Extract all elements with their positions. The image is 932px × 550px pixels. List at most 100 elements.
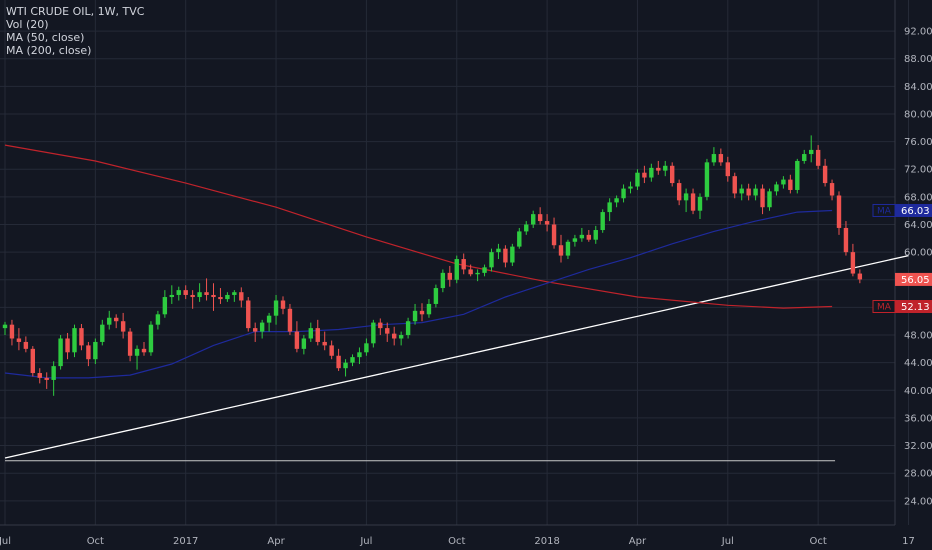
candle-body[interactable] (253, 328, 258, 332)
candle-body[interactable] (273, 300, 279, 316)
candle-body[interactable] (440, 272, 446, 289)
candle-body[interactable] (308, 328, 313, 339)
candle-body[interactable] (239, 292, 244, 301)
candle-body[interactable] (461, 259, 466, 270)
candle-body[interactable] (670, 165, 675, 184)
candle-body[interactable] (531, 214, 536, 225)
candle-body[interactable] (565, 241, 571, 256)
candle-body[interactable] (378, 322, 383, 329)
legend-ma200[interactable]: MA (200, close) (6, 44, 92, 57)
candle-body[interactable] (364, 343, 369, 353)
candle-body[interactable] (718, 154, 724, 163)
candle-body[interactable] (676, 183, 682, 201)
candle-body[interactable] (86, 345, 91, 360)
candle-body[interactable] (433, 288, 439, 304)
candle-body[interactable] (503, 248, 508, 263)
candle-body[interactable] (795, 160, 800, 190)
candle-body[interactable] (280, 300, 286, 309)
candle-body[interactable] (579, 234, 585, 239)
legend-symbol[interactable]: WTI CRUDE OIL, 1W, TVC (6, 5, 145, 18)
candle-body[interactable] (141, 348, 147, 353)
candle-body[interactable] (683, 193, 689, 201)
candle-body[interactable] (301, 338, 307, 349)
candle-body[interactable] (93, 341, 98, 360)
candle-body[interactable] (517, 231, 522, 247)
candle-body[interactable] (809, 149, 814, 155)
candle-body[interactable] (246, 300, 251, 329)
candle-body[interactable] (211, 294, 216, 298)
candle-body[interactable] (127, 331, 133, 356)
candle-body[interactable] (739, 188, 744, 194)
candle-body[interactable] (774, 184, 779, 192)
candle-body[interactable] (690, 193, 696, 211)
candle-body[interactable] (51, 366, 56, 380)
candle-body[interactable] (663, 165, 668, 171)
candle-body[interactable] (822, 165, 828, 184)
candle-body[interactable] (134, 348, 140, 356)
candle-body[interactable] (225, 294, 230, 300)
candle-body[interactable] (475, 272, 480, 275)
candle-body[interactable] (558, 245, 564, 256)
candle-body[interactable] (482, 267, 487, 273)
candle-body[interactable] (218, 297, 223, 300)
candle-body[interactable] (23, 341, 29, 349)
candle-body[interactable] (9, 324, 15, 339)
candle-body[interactable] (162, 297, 168, 315)
candle-body[interactable] (259, 322, 265, 332)
candle-body[interactable] (781, 179, 786, 185)
candle-body[interactable] (107, 317, 112, 325)
candle-body[interactable] (322, 341, 327, 346)
candle-body[interactable] (176, 290, 181, 295)
plot-area[interactable] (0, 0, 895, 525)
candle-body[interactable] (30, 348, 35, 374)
candle-body[interactable] (190, 294, 195, 298)
candle-body[interactable] (371, 322, 376, 344)
candle-body[interactable] (232, 292, 237, 295)
candle-body[interactable] (155, 314, 161, 325)
candle-body[interactable] (148, 324, 154, 353)
candle-body[interactable] (524, 224, 529, 232)
candle-body[interactable] (120, 321, 126, 332)
candle-body[interactable] (419, 310, 425, 315)
candle-body[interactable] (183, 290, 188, 295)
candle-body[interactable] (614, 198, 619, 203)
candle-body[interactable] (649, 167, 654, 178)
candle-body[interactable] (711, 154, 717, 163)
candle-body[interactable] (266, 315, 272, 323)
candle-body[interactable] (815, 149, 821, 166)
candle-body[interactable] (836, 195, 842, 228)
candle-body[interactable] (704, 162, 710, 197)
candle-body[interactable] (336, 355, 341, 369)
ma50-line[interactable] (4, 209, 833, 379)
candle-body[interactable] (58, 338, 63, 367)
candle-body[interactable] (197, 292, 202, 298)
candle-body[interactable] (843, 227, 849, 253)
candle-body[interactable] (544, 221, 550, 225)
trendline[interactable] (4, 254, 909, 459)
candle-body[interactable] (732, 176, 737, 194)
candle-body[interactable] (760, 188, 765, 208)
candle-body[interactable] (44, 377, 49, 380)
candle-body[interactable] (746, 188, 751, 196)
candle-body[interactable] (343, 362, 348, 369)
candle-body[interactable] (398, 335, 404, 339)
candle-body[interactable] (468, 269, 473, 275)
candle-body[interactable] (697, 196, 703, 211)
candle-body[interactable] (65, 338, 70, 353)
candle-body[interactable] (405, 321, 411, 336)
candle-body[interactable] (593, 230, 598, 240)
candle-body[interactable] (586, 234, 591, 240)
candle-body[interactable] (537, 214, 543, 222)
candle-body[interactable] (2, 324, 8, 329)
candle-body[interactable] (496, 248, 501, 253)
candle-body[interactable] (725, 162, 730, 177)
candle-body[interactable] (426, 303, 432, 315)
candle-body[interactable] (767, 191, 772, 208)
candle-body[interactable] (357, 352, 362, 358)
candle-body[interactable] (350, 357, 355, 363)
candle-body[interactable] (392, 333, 397, 339)
candle-body[interactable] (329, 345, 334, 356)
candle-body[interactable] (489, 252, 494, 268)
candle-body[interactable] (788, 179, 793, 190)
